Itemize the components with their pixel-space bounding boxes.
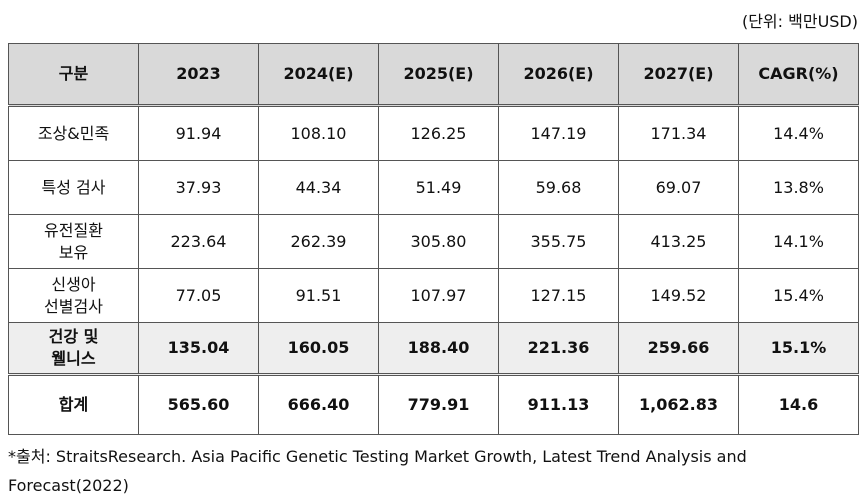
table-cell: 262.39 [258, 214, 379, 269]
table-cell: 149.52 [618, 268, 739, 323]
total-label: 합계 [8, 373, 139, 435]
table-cell: 91.94 [138, 105, 259, 161]
table-cell: 59.68 [498, 160, 619, 215]
table-cell: 135.04 [138, 322, 259, 375]
header-cell: 2024(E) [258, 43, 379, 107]
table-cell: 188.40 [378, 322, 499, 375]
table-row: 조상&민족 91.94 108.10 126.25 147.19 171.34 … [8, 105, 859, 161]
row-label: 조상&민족 [8, 105, 139, 161]
header-cell: 2023 [138, 43, 259, 107]
table-cell: 127.15 [498, 268, 619, 323]
table-cell: 221.36 [498, 322, 619, 375]
table-cell: 14.4% [738, 105, 859, 161]
table-cell: 91.51 [258, 268, 379, 323]
header-cell: 2025(E) [378, 43, 499, 107]
table-cell: 69.07 [618, 160, 739, 215]
table-cell: 147.19 [498, 105, 619, 161]
table-cell: 15.1% [738, 322, 859, 375]
table-cell: 108.10 [258, 105, 379, 161]
table-cell: 15.4% [738, 268, 859, 323]
table-cell: 126.25 [378, 105, 499, 161]
table-cell: 355.75 [498, 214, 619, 269]
table-cell: 413.25 [618, 214, 739, 269]
row-label: 유전질환 보유 [8, 214, 139, 269]
table-row: 신생아 선별검사 77.05 91.51 107.97 127.15 149.52… [8, 268, 859, 323]
unit-note: (단위: 백만USD) [741, 12, 858, 31]
row-label: 특성 검사 [8, 160, 139, 215]
header-cell: 2027(E) [618, 43, 739, 107]
table-cell: 77.05 [138, 268, 259, 323]
table-cell: 305.80 [378, 214, 499, 269]
table-row: 유전질환 보유 223.64 262.39 305.80 355.75 413.2… [8, 214, 859, 269]
table-cell: 14.1% [738, 214, 859, 269]
table-cell: 37.93 [138, 160, 259, 215]
total-cell: 779.91 [378, 373, 499, 435]
total-cell: 14.6 [738, 373, 859, 435]
total-cell: 565.60 [138, 373, 259, 435]
table-row: 특성 검사 37.93 44.34 51.49 59.68 69.07 13.8… [8, 160, 859, 215]
table-row-highlighted: 건강 및 웰니스 135.04 160.05 188.40 221.36 259.… [8, 322, 859, 375]
table-cell: 160.05 [258, 322, 379, 375]
total-cell: 666.40 [258, 373, 379, 435]
row-label: 건강 및 웰니스 [8, 322, 139, 375]
market-size-table: 구분 2023 2024(E) 2025(E) 2026(E) 2027(E) … [8, 43, 859, 435]
table-cell: 44.34 [258, 160, 379, 215]
source-note: *출처: StraitsResearch. Asia Pacific Genet… [8, 447, 747, 495]
header-cell: CAGR(%) [738, 43, 859, 107]
table-cell: 259.66 [618, 322, 739, 375]
header-cell: 구분 [8, 43, 139, 107]
table-cell: 223.64 [138, 214, 259, 269]
table-cell: 171.34 [618, 105, 739, 161]
row-label: 신생아 선별검사 [8, 268, 139, 323]
total-cell: 1,062.83 [618, 373, 739, 435]
table-cell: 13.8% [738, 160, 859, 215]
table-cell: 107.97 [378, 268, 499, 323]
header-cell: 2026(E) [498, 43, 619, 107]
total-cell: 911.13 [498, 373, 619, 435]
table-total-row: 합계 565.60 666.40 779.91 911.13 1,062.83 … [8, 373, 859, 435]
table-cell: 51.49 [378, 160, 499, 215]
table-header-row: 구분 2023 2024(E) 2025(E) 2026(E) 2027(E) … [8, 43, 859, 107]
